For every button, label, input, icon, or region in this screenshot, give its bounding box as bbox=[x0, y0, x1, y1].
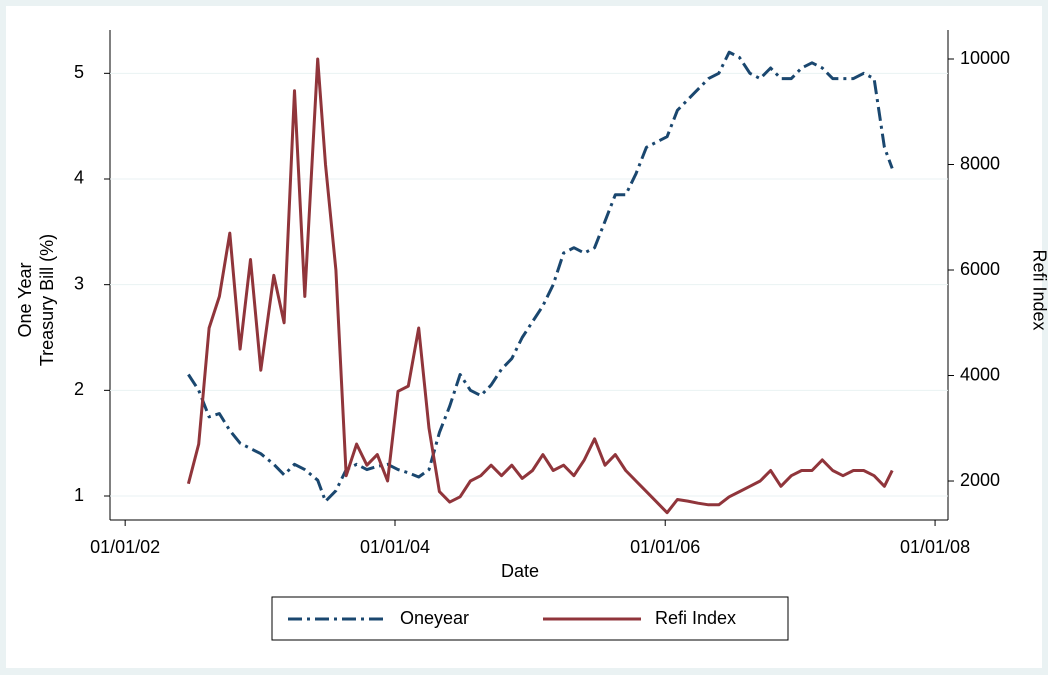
y2-tick-label: 8000 bbox=[960, 153, 1000, 173]
x-tick-label: 01/01/06 bbox=[630, 537, 700, 557]
y-tick-label: 4 bbox=[74, 168, 84, 188]
y-tick-label: 2 bbox=[74, 379, 84, 399]
y-axis-title: One Year bbox=[15, 262, 35, 337]
x-tick-label: 01/01/04 bbox=[360, 537, 430, 557]
y-axis-title: Treasury Bill (%) bbox=[37, 234, 57, 366]
x-tick-label: 01/01/08 bbox=[900, 537, 970, 557]
y-tick-label: 5 bbox=[74, 62, 84, 82]
y2-tick-label: 2000 bbox=[960, 470, 1000, 490]
series-line bbox=[187, 50, 894, 503]
y2-tick-label: 4000 bbox=[960, 364, 1000, 384]
y2-tick-label: 6000 bbox=[960, 259, 1000, 279]
y-tick-label: 1 bbox=[74, 485, 84, 505]
legend bbox=[271, 596, 789, 641]
legend-label: Oneyear bbox=[400, 608, 469, 628]
y2-tick-label: 10000 bbox=[960, 48, 1010, 68]
series-line bbox=[186, 57, 894, 515]
x-tick-label: 01/01/02 bbox=[90, 537, 160, 557]
y2-axis-title: Refi Index bbox=[1029, 249, 1048, 330]
y-tick-label: 3 bbox=[74, 273, 84, 293]
x-axis-title: Date bbox=[501, 561, 539, 581]
legend-label: Refi Index bbox=[655, 608, 736, 628]
